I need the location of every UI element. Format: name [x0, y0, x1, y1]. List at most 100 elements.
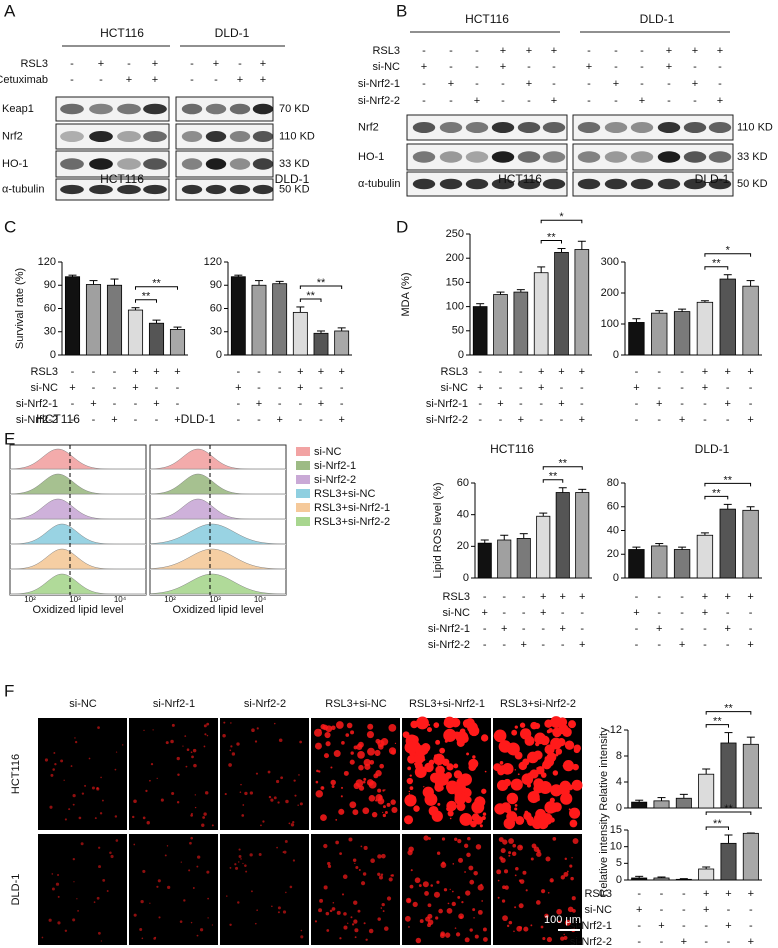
- treatment-sign: -: [422, 95, 426, 107]
- fluorescent-spot: [70, 765, 73, 767]
- fluorescent-spot: [446, 800, 457, 812]
- fluorescent-spot: [100, 940, 103, 942]
- blot-band: [439, 122, 463, 133]
- fluorescent-spot: [211, 924, 214, 926]
- condition-sign: -: [155, 382, 159, 394]
- fluorescent-spot: [297, 804, 299, 806]
- condition-sign: -: [682, 904, 686, 916]
- fluorescent-spot: [408, 793, 411, 795]
- fluorescent-spot: [171, 723, 175, 727]
- blot-band: [465, 122, 489, 133]
- fluorescent-spot: [314, 920, 318, 923]
- fluorescent-spot: [459, 812, 473, 826]
- fluorescent-spot: [437, 802, 441, 806]
- fluorescent-spot: [519, 846, 522, 848]
- blot-band: [604, 122, 628, 133]
- condition-sign: +: [482, 607, 488, 619]
- fluorescent-spot: [245, 870, 248, 873]
- condition-sign: +: [725, 920, 731, 932]
- condition-sign: +: [477, 382, 483, 394]
- y-tick-label: 0: [458, 349, 464, 361]
- condition-sign: +: [725, 591, 731, 603]
- fluorescent-spot: [329, 909, 333, 913]
- fluorescent-spot: [472, 908, 476, 912]
- fluorescent-spot: [277, 911, 280, 914]
- fluorescent-spot: [440, 862, 447, 868]
- fluorescent-spot: [457, 895, 461, 899]
- significance-bracket: [135, 286, 178, 290]
- fluorescent-spot: [404, 741, 418, 754]
- bar: [536, 515, 551, 579]
- chart-title: DLD-1: [275, 172, 310, 186]
- blot-band: [439, 178, 463, 190]
- significance-label: **: [713, 818, 722, 830]
- fluorescent-spot: [422, 881, 429, 888]
- fluorescent-spot: [377, 917, 381, 921]
- y-tick-label: 60: [44, 302, 56, 314]
- fluorescent-spot: [471, 813, 480, 822]
- condition-label: si-Nrf2-1: [570, 920, 612, 932]
- fluorescent-spot: [503, 869, 509, 874]
- image-column-label: si-NC: [69, 698, 97, 710]
- condition-sign: +: [579, 414, 585, 426]
- panel-label: B: [396, 1, 407, 20]
- fluorescent-spot: [540, 772, 547, 778]
- fluorescent-spot: [330, 766, 333, 769]
- fluorescent-spot: [96, 896, 100, 900]
- fluorescent-spot: [354, 936, 357, 939]
- blot-band: [517, 122, 541, 133]
- condition-sign: -: [749, 382, 753, 394]
- flow-histogram: [149, 448, 286, 470]
- fluorescent-spot: [152, 729, 154, 731]
- blot-band: [229, 103, 251, 115]
- fluorescent-spot: [518, 761, 528, 771]
- fluorescent-spot: [467, 722, 478, 733]
- condition-sign: -: [680, 398, 684, 410]
- blot-label: α-tubulin: [358, 178, 400, 190]
- image-row-label: DLD-1: [10, 874, 22, 906]
- fluorescent-spot: [44, 758, 49, 762]
- fluorescent-spot: [357, 741, 364, 748]
- fluorescent-spot: [475, 844, 482, 850]
- blot-band: [89, 131, 113, 142]
- fluorescent-spot: [380, 907, 383, 909]
- condition-sign: -: [749, 920, 753, 932]
- fluorescent-spot: [511, 851, 517, 856]
- treatment-sign: -: [70, 74, 74, 86]
- condition-sign: -: [155, 414, 159, 426]
- fluorescent-spot: [60, 759, 64, 763]
- treatment-sign: -: [422, 78, 426, 90]
- fluorescent-spot: [412, 901, 418, 908]
- fluorescent-spot: [479, 824, 483, 828]
- condition-sign: -: [657, 414, 661, 426]
- fluorescent-spot: [260, 824, 262, 827]
- blot-band: [577, 151, 601, 163]
- bar: [673, 549, 691, 579]
- fluorescent-spot: [109, 851, 112, 855]
- treatment-sign: -: [614, 45, 618, 57]
- significance-bracket: [704, 495, 729, 500]
- legend-label: RSL3+si-Nrf2-2: [314, 516, 390, 528]
- fluorescent-spot: [362, 872, 367, 876]
- condition-sign: -: [522, 607, 526, 619]
- significance-label: **: [724, 803, 733, 815]
- y-tick-label: 90: [210, 279, 222, 291]
- fluorescent-spot: [72, 803, 75, 806]
- significance-bracket: [540, 219, 583, 224]
- blot-label: α-tubulin: [2, 183, 44, 195]
- fluorescent-spot: [255, 772, 258, 775]
- condition-sign: -: [522, 591, 526, 603]
- condition-sign: +: [658, 920, 664, 932]
- fluorescent-spot: [496, 779, 509, 792]
- treatment-sign: -: [449, 95, 453, 107]
- blot-band: [708, 151, 732, 163]
- blot-band: [60, 158, 84, 170]
- treatment-sign: -: [718, 61, 722, 73]
- condition-sign: -: [726, 639, 730, 651]
- fluorescent-spot: [226, 895, 228, 897]
- flow-histogram: [149, 523, 287, 545]
- condition-sign: -: [236, 398, 240, 410]
- condition-sign: -: [703, 398, 707, 410]
- fluorescent-spot: [418, 884, 422, 887]
- fluorescent-spot: [514, 751, 523, 760]
